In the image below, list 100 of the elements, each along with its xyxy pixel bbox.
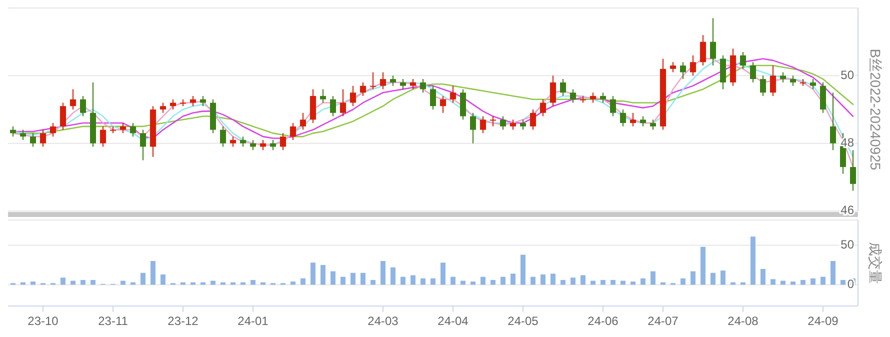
- candlestick: [750, 62, 756, 83]
- candlestick: [410, 78, 416, 90]
- candlestick: [630, 112, 636, 127]
- candlestick: [560, 78, 566, 96]
- bar: [300, 278, 306, 285]
- bar: [580, 275, 586, 285]
- candlestick: [320, 88, 326, 104]
- candlestick: [350, 85, 356, 107]
- y-tick-label: 50: [840, 68, 854, 82]
- candlestick: [30, 132, 36, 148]
- candlestick: [820, 82, 826, 114]
- candlestick: [340, 88, 346, 117]
- bar: [680, 278, 686, 285]
- candlestick: [830, 92, 836, 151]
- candlestick: [680, 62, 686, 80]
- bar: [350, 272, 356, 285]
- bar: [530, 276, 536, 285]
- bar: [140, 272, 146, 285]
- candlestick: [430, 85, 436, 110]
- bar: [600, 280, 606, 285]
- candlestick: [130, 122, 136, 138]
- candlestick: [370, 72, 376, 90]
- candlestick: [480, 116, 486, 134]
- bar: [310, 262, 316, 285]
- bar: [380, 261, 386, 285]
- candlestick: [530, 109, 536, 130]
- candlestick: [520, 119, 526, 130]
- y-tick-label: 50: [840, 237, 854, 252]
- bar: [440, 262, 446, 285]
- bar: [710, 272, 716, 285]
- candlestick: [380, 72, 386, 90]
- candlestick: [710, 18, 716, 66]
- bar: [430, 278, 436, 285]
- candlestick: [140, 129, 146, 161]
- bar: [540, 274, 546, 285]
- candlestick: [850, 150, 856, 192]
- candlestick: [720, 54, 726, 90]
- candlestick: [670, 62, 676, 73]
- candlestick: [760, 75, 766, 96]
- x-tick-label: 24-05: [508, 314, 539, 328]
- bar: [840, 280, 846, 285]
- bar: [290, 282, 296, 285]
- bar: [320, 264, 326, 285]
- candlestick: [420, 78, 426, 94]
- bar: [640, 278, 646, 285]
- candlestick: [80, 95, 86, 117]
- x-tick-label: 24-04: [438, 314, 469, 328]
- candlestick: [640, 116, 646, 127]
- candlestick: [600, 92, 606, 104]
- candlestick: [740, 51, 746, 70]
- bar: [760, 268, 766, 285]
- x-tick-label: 24-07: [648, 314, 679, 328]
- candlestick: [790, 75, 796, 86]
- candlestick: [570, 88, 576, 104]
- bar: [690, 271, 696, 285]
- bar: [150, 261, 156, 285]
- y-tick-label: 46: [840, 203, 854, 218]
- bar: [420, 278, 426, 285]
- bar: [560, 280, 566, 285]
- bar: [800, 280, 806, 285]
- candlestick: [440, 95, 446, 114]
- x-tick-label: 24-08: [728, 314, 759, 328]
- bar: [30, 282, 36, 285]
- bar: [490, 280, 496, 285]
- bar: [330, 271, 336, 285]
- bar: [160, 274, 166, 285]
- candlestick: [220, 126, 226, 148]
- candlestick: [20, 129, 26, 140]
- bar: [790, 282, 796, 285]
- candlestick: [290, 122, 296, 140]
- x-tick-label: 24-06: [588, 314, 619, 328]
- x-tick-label: 24-01: [238, 314, 269, 328]
- bar: [500, 276, 506, 285]
- bar: [80, 280, 86, 285]
- candlestick: [540, 98, 546, 117]
- candlestick: [610, 95, 616, 117]
- bar: [60, 278, 66, 285]
- bar: [510, 274, 516, 285]
- bar: [810, 278, 816, 285]
- bar: [550, 274, 556, 285]
- bar: [400, 276, 406, 285]
- candlestick: [770, 65, 776, 96]
- candlestick: [780, 72, 786, 83]
- bar: [480, 276, 486, 285]
- candlestick: [310, 88, 316, 124]
- candlestick: [550, 75, 556, 107]
- bar: [370, 280, 376, 285]
- candlestick: [470, 112, 476, 144]
- y-axis-title: 成交量: [867, 242, 884, 284]
- candlestick: [330, 95, 336, 117]
- candlestick: [460, 88, 466, 120]
- x-tick-label: 24-03: [368, 314, 399, 328]
- bar: [390, 267, 396, 285]
- bar: [450, 276, 456, 285]
- y-axis-title: B丝2022-20240925: [867, 48, 884, 170]
- candlestick: [230, 136, 236, 148]
- candlestick: [810, 78, 816, 90]
- candlestick: [160, 102, 166, 114]
- candlestick: [500, 116, 506, 130]
- bar: [720, 270, 726, 285]
